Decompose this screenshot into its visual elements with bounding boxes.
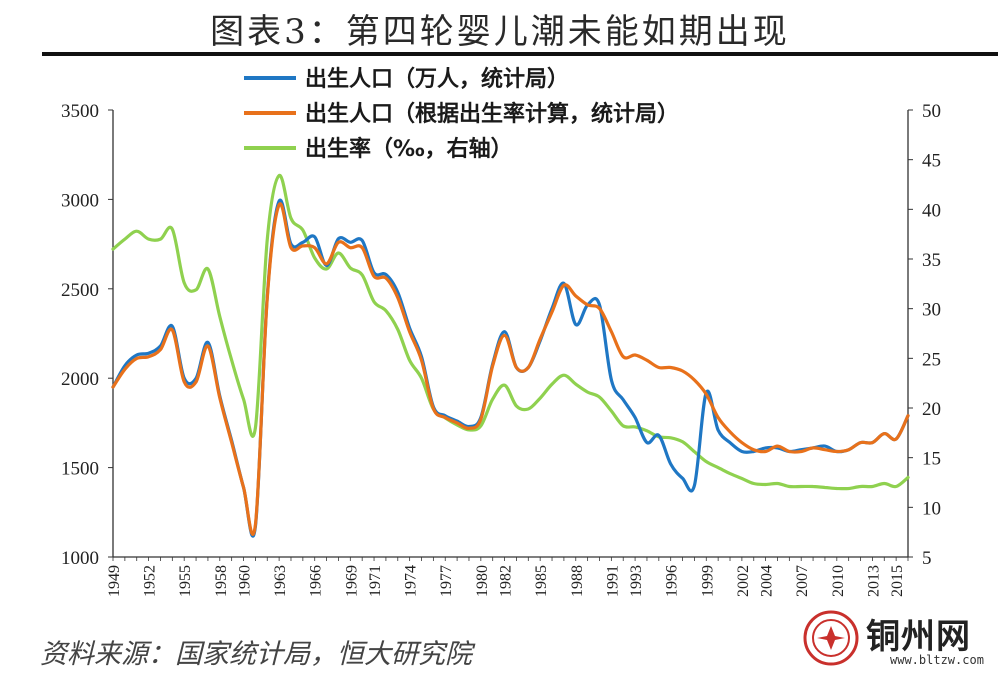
x-tick-label: 1991 bbox=[604, 565, 621, 597]
right-tick-label: 45 bbox=[922, 151, 941, 172]
source-note: 资料来源：国家统计局，恒大研究院 bbox=[40, 639, 472, 670]
chart-title: 图表3：第四轮婴儿潮未能如期出现 bbox=[210, 12, 790, 52]
x-tick-label: 1949 bbox=[106, 565, 123, 597]
legend-label: 出生人口（根据出生率计算，统计局） bbox=[305, 101, 679, 127]
right-tick-label: 30 bbox=[922, 300, 941, 321]
right-tick-label: 10 bbox=[922, 498, 941, 519]
left-tick-label: 3500 bbox=[61, 101, 99, 122]
legend: 出生人口（万人，统计局） 出生人口（根据出生率计算，统计局） 出生率（‰，右轴） bbox=[244, 66, 679, 162]
legend-label: 出生率（‰，右轴） bbox=[305, 136, 513, 162]
right-tick-label: 20 bbox=[922, 399, 941, 420]
right-tick-label: 25 bbox=[922, 349, 941, 370]
x-tick-label: 1993 bbox=[628, 565, 645, 597]
x-tick-label: 1969 bbox=[343, 565, 360, 597]
x-tick-label: 1974 bbox=[403, 565, 420, 597]
x-tick-label: 1996 bbox=[664, 565, 681, 597]
series-lines bbox=[111, 173, 910, 538]
right-tick-label: 15 bbox=[922, 449, 941, 470]
x-tick-label: 1971 bbox=[367, 565, 384, 597]
right-tick-label: 50 bbox=[922, 101, 941, 122]
left-tick-label: 1500 bbox=[61, 459, 99, 480]
right-tick-label: 35 bbox=[922, 250, 941, 271]
x-tick-label: 1999 bbox=[699, 565, 716, 597]
legend-label: 出生人口（万人，统计局） bbox=[305, 66, 569, 92]
x-tick-label: 1980 bbox=[474, 565, 491, 597]
x-tick-label: 2015 bbox=[889, 565, 906, 597]
title-divider bbox=[42, 52, 998, 56]
birth-rate-line-green bbox=[111, 173, 910, 491]
x-tick-label: 2013 bbox=[865, 565, 882, 597]
x-tick-label: 2002 bbox=[735, 565, 752, 597]
x-tick-label: 1977 bbox=[438, 565, 455, 597]
right-tick-label: 5 bbox=[922, 548, 932, 569]
x-tick-label: 1960 bbox=[237, 565, 254, 597]
right-tick-label: 40 bbox=[922, 200, 941, 221]
x-tick-label: 2007 bbox=[794, 565, 811, 597]
left-tick-label: 1000 bbox=[61, 548, 99, 569]
watermark-url: www.bltzw.com bbox=[890, 653, 984, 667]
left-tick-label: 2500 bbox=[61, 280, 99, 301]
birth-line-orange bbox=[111, 202, 910, 536]
x-tick-label: 1958 bbox=[213, 565, 230, 597]
axes: 1000 1500 2000 2500 3000 3500 5 10 15 20 25 30 35 40 4… bbox=[61, 101, 941, 597]
x-tick-label: 1955 bbox=[177, 565, 194, 597]
x-tick-label: 2010 bbox=[830, 565, 847, 597]
x-tick-label: 1952 bbox=[142, 565, 159, 597]
x-tick-label: 1966 bbox=[308, 565, 325, 597]
x-tick-label: 1982 bbox=[498, 565, 515, 597]
watermark-name: 铜州网 bbox=[866, 617, 971, 657]
x-tick-label: 1985 bbox=[533, 565, 550, 597]
x-tick-label: 1963 bbox=[272, 565, 289, 597]
x-tick-label: 1988 bbox=[569, 565, 586, 597]
site-watermark: 铜州网 www.bltzw.com bbox=[800, 605, 1000, 677]
left-tick-label: 3000 bbox=[61, 190, 99, 211]
left-tick-label: 2000 bbox=[61, 369, 99, 390]
x-tick-label: 2004 bbox=[759, 565, 776, 597]
seal-logo-icon bbox=[803, 610, 859, 666]
